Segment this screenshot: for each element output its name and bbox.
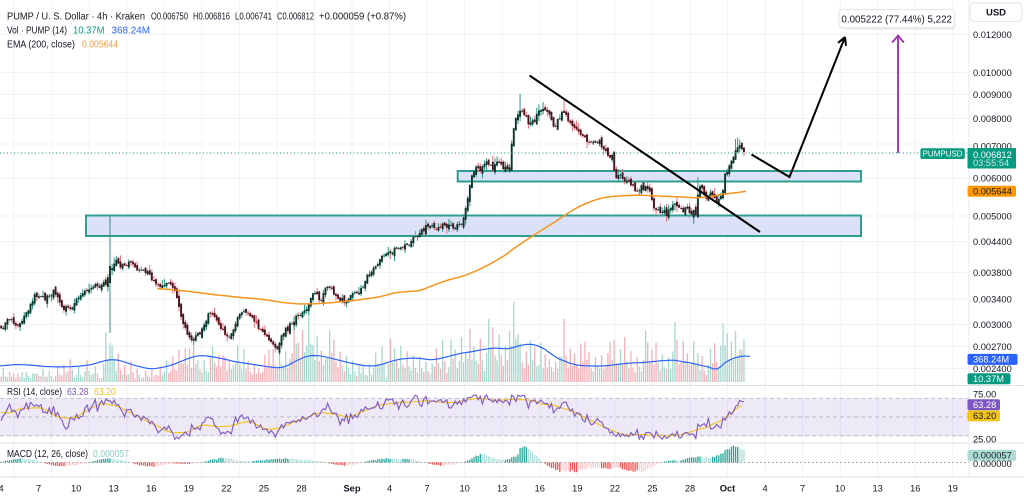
svg-text:0.000057: 0.000057 bbox=[973, 451, 1012, 461]
svg-text:16: 16 bbox=[910, 484, 920, 494]
svg-text:O0.006750: O0.006750 bbox=[151, 12, 188, 23]
svg-text:25: 25 bbox=[259, 484, 269, 494]
svg-text:13: 13 bbox=[873, 484, 883, 494]
svg-text:25: 25 bbox=[647, 484, 657, 494]
svg-text:H0.006816: H0.006816 bbox=[193, 12, 230, 23]
svg-text:10: 10 bbox=[460, 484, 470, 494]
svg-text:0.004400: 0.004400 bbox=[973, 237, 1012, 247]
svg-text:22: 22 bbox=[221, 484, 231, 494]
svg-text:13: 13 bbox=[497, 484, 507, 494]
svg-text:4: 4 bbox=[0, 484, 4, 494]
svg-text:0.006000: 0.006000 bbox=[973, 173, 1012, 183]
svg-text:0.007000: 0.007000 bbox=[973, 141, 1012, 151]
svg-text:0.008000: 0.008000 bbox=[973, 114, 1012, 124]
svg-text:0.003400: 0.003400 bbox=[973, 294, 1012, 304]
svg-text:C0.006812: C0.006812 bbox=[277, 12, 314, 23]
svg-text:Oct: Oct bbox=[720, 484, 736, 494]
svg-text:10: 10 bbox=[835, 484, 845, 494]
svg-text:63.28: 63.28 bbox=[973, 400, 996, 410]
svg-text:7: 7 bbox=[36, 484, 41, 494]
svg-text:10.37M: 10.37M bbox=[73, 26, 105, 37]
svg-text:16: 16 bbox=[146, 484, 156, 494]
svg-text:03:55:54: 03:55:54 bbox=[973, 158, 1009, 168]
svg-text:0.005644: 0.005644 bbox=[82, 40, 118, 51]
svg-text:0.003800: 0.003800 bbox=[973, 268, 1012, 278]
svg-text:7: 7 bbox=[425, 484, 430, 494]
svg-text:19: 19 bbox=[572, 484, 582, 494]
svg-text:22: 22 bbox=[610, 484, 620, 494]
svg-text:368.24M: 368.24M bbox=[973, 355, 1009, 365]
svg-text:63.28: 63.28 bbox=[67, 387, 89, 398]
svg-text:+0.000059 (+0.87%): +0.000059 (+0.87%) bbox=[319, 12, 406, 23]
svg-text:368.24M: 368.24M bbox=[112, 26, 151, 37]
svg-text:28: 28 bbox=[296, 484, 306, 494]
svg-text:RSI (14, close): RSI (14, close) bbox=[7, 387, 62, 398]
svg-text:4: 4 bbox=[387, 484, 392, 494]
svg-text:0.005222 (77.44%) 5,222: 0.005222 (77.44%) 5,222 bbox=[841, 14, 952, 25]
svg-text:10.37M: 10.37M bbox=[973, 374, 1004, 384]
svg-text:28: 28 bbox=[685, 484, 695, 494]
svg-text:PUMPUSD: PUMPUSD bbox=[923, 148, 963, 158]
svg-text:0.002700: 0.002700 bbox=[973, 342, 1012, 352]
svg-text:0.000057: 0.000057 bbox=[93, 449, 129, 460]
svg-text:63.20: 63.20 bbox=[973, 411, 996, 421]
svg-text:MACD (12, 26, close): MACD (12, 26, close) bbox=[7, 449, 88, 460]
svg-text:0.002400: 0.002400 bbox=[973, 364, 1012, 374]
svg-text:0.005000: 0.005000 bbox=[973, 211, 1012, 221]
svg-text:Vol · PUMP (14): Vol · PUMP (14) bbox=[7, 26, 67, 37]
svg-text:0.000000: 0.000000 bbox=[973, 459, 1012, 469]
svg-text:Sep: Sep bbox=[343, 484, 360, 494]
svg-text:19: 19 bbox=[184, 484, 194, 494]
svg-text:63.20: 63.20 bbox=[94, 387, 116, 398]
svg-text:PUMP / U. S. Dollar · 4h · Kra: PUMP / U. S. Dollar · 4h · Kraken bbox=[7, 12, 145, 23]
svg-text:0.003000: 0.003000 bbox=[973, 320, 1012, 330]
svg-text:25.00: 25.00 bbox=[973, 435, 996, 445]
svg-text:13: 13 bbox=[109, 484, 119, 494]
svg-text:0.009000: 0.009000 bbox=[973, 90, 1012, 100]
svg-text:16: 16 bbox=[535, 484, 545, 494]
svg-text:0.006812: 0.006812 bbox=[973, 150, 1012, 160]
svg-text:0.012000: 0.012000 bbox=[973, 30, 1012, 40]
svg-text:EMA (200, close): EMA (200, close) bbox=[7, 40, 75, 51]
svg-text:75.00: 75.00 bbox=[973, 389, 996, 399]
svg-text:USD: USD bbox=[986, 8, 1006, 19]
svg-text:0.005644: 0.005644 bbox=[973, 187, 1012, 197]
svg-text:4: 4 bbox=[763, 484, 768, 494]
svg-text:10: 10 bbox=[71, 484, 81, 494]
svg-text:19: 19 bbox=[948, 484, 958, 494]
svg-text:0.010000: 0.010000 bbox=[973, 68, 1012, 78]
svg-text:7: 7 bbox=[800, 484, 805, 494]
svg-text:L0.006741: L0.006741 bbox=[235, 12, 272, 23]
